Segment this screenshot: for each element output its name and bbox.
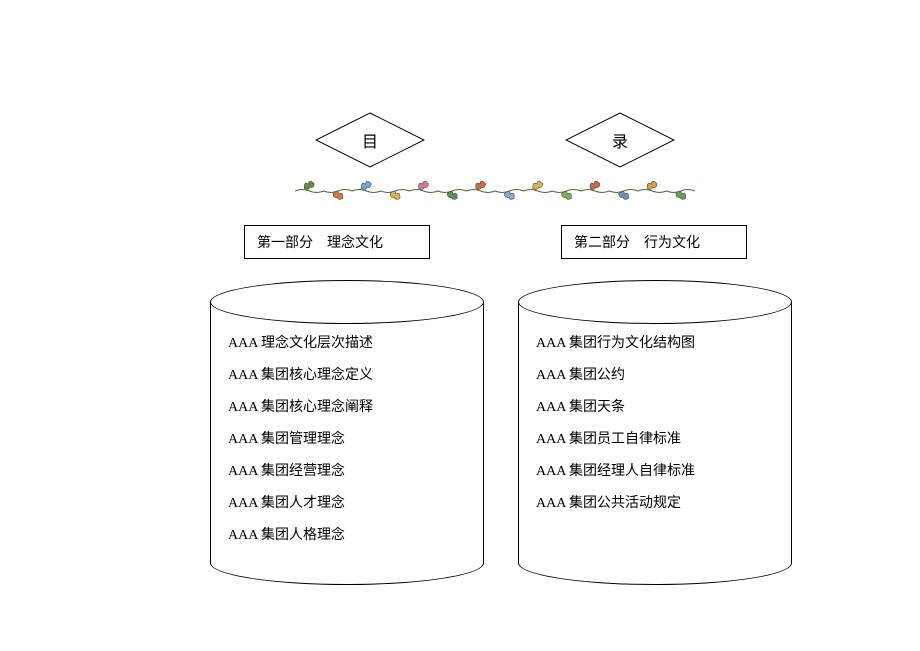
list-item: AAA 集团人格理念: [228, 520, 466, 552]
list-item: AAA 集团核心理念定义: [228, 360, 466, 392]
title-diamond-right: 录: [565, 112, 675, 168]
section-header-right: 第二部分 行为文化: [561, 225, 747, 259]
list-item: AAA 集团经理人自律标准: [536, 456, 774, 488]
cylinder-right-top: [518, 280, 792, 324]
list-item: AAA 集团经营理念: [228, 456, 466, 488]
leaf-band-svg: [295, 180, 695, 202]
cylinder-right: AAA 集团行为文化结构图 AAA 集团公约 AAA 集团天条 AAA 集团员工…: [518, 280, 792, 585]
list-item: AAA 理念文化层次描述: [228, 328, 466, 360]
title-right-char: 录: [565, 112, 675, 168]
list-item: AAA 集团公约: [536, 360, 774, 392]
section-header-right-text: 第二部分 行为文化: [574, 232, 700, 252]
list-item: AAA 集团行为文化结构图: [536, 328, 774, 360]
list-item: AAA 集团人才理念: [228, 488, 466, 520]
cylinder-right-content: AAA 集团行为文化结构图 AAA 集团公约 AAA 集团天条 AAA 集团员工…: [518, 324, 792, 563]
list-item: AAA 集团员工自律标准: [536, 424, 774, 456]
title-diamond-left: 目: [315, 112, 425, 168]
list-item: AAA 集团管理理念: [228, 424, 466, 456]
section-header-left-text: 第一部分 理念文化: [257, 232, 383, 252]
diagram-canvas: 目 录 第一部分 理念文化 AAA 理念文化层次描述 AAA 集团核心理念定义 …: [0, 0, 920, 651]
title-left-char: 目: [315, 112, 425, 168]
list-item: AAA 集团天条: [536, 392, 774, 424]
decorative-leaf-divider: [295, 180, 695, 202]
cylinder-left-content: AAA 理念文化层次描述 AAA 集团核心理念定义 AAA 集团核心理念阐释 A…: [210, 324, 484, 563]
list-item: AAA 集团核心理念阐释: [228, 392, 466, 424]
list-item: AAA 集团公共活动规定: [536, 488, 774, 520]
cylinder-left-top: [210, 280, 484, 324]
section-header-left: 第一部分 理念文化: [244, 225, 430, 259]
cylinder-left: AAA 理念文化层次描述 AAA 集团核心理念定义 AAA 集团核心理念阐释 A…: [210, 280, 484, 585]
